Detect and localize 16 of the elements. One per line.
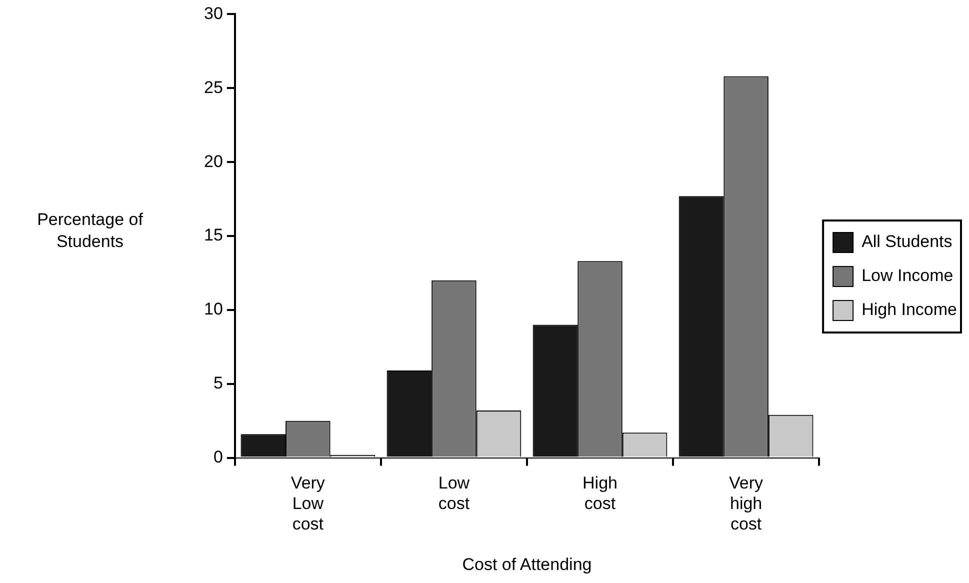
y-tick-label: 30: [204, 4, 223, 23]
y-tick-label: 15: [204, 226, 223, 245]
x-tick-label: Very Low cost: [290, 474, 326, 534]
y-tick-label: 5: [213, 374, 223, 393]
y-tick-label: 20: [204, 152, 223, 171]
x-axis-title: Cost of Attending: [462, 555, 592, 574]
y-axis-title: Percentage of Students: [37, 210, 144, 251]
x-tick-label: Low cost: [438, 474, 470, 514]
x-tick-label: High cost: [582, 474, 618, 514]
y-tick-label: 25: [204, 78, 223, 97]
legend-label: High Income: [862, 300, 958, 320]
y-tick-label: 0: [213, 447, 223, 466]
x-tick-label: Very high cost: [729, 474, 764, 534]
legend-label: All Students: [862, 232, 952, 252]
legend-label: Low Income: [862, 266, 954, 286]
y-tick-label: 10: [204, 300, 223, 319]
